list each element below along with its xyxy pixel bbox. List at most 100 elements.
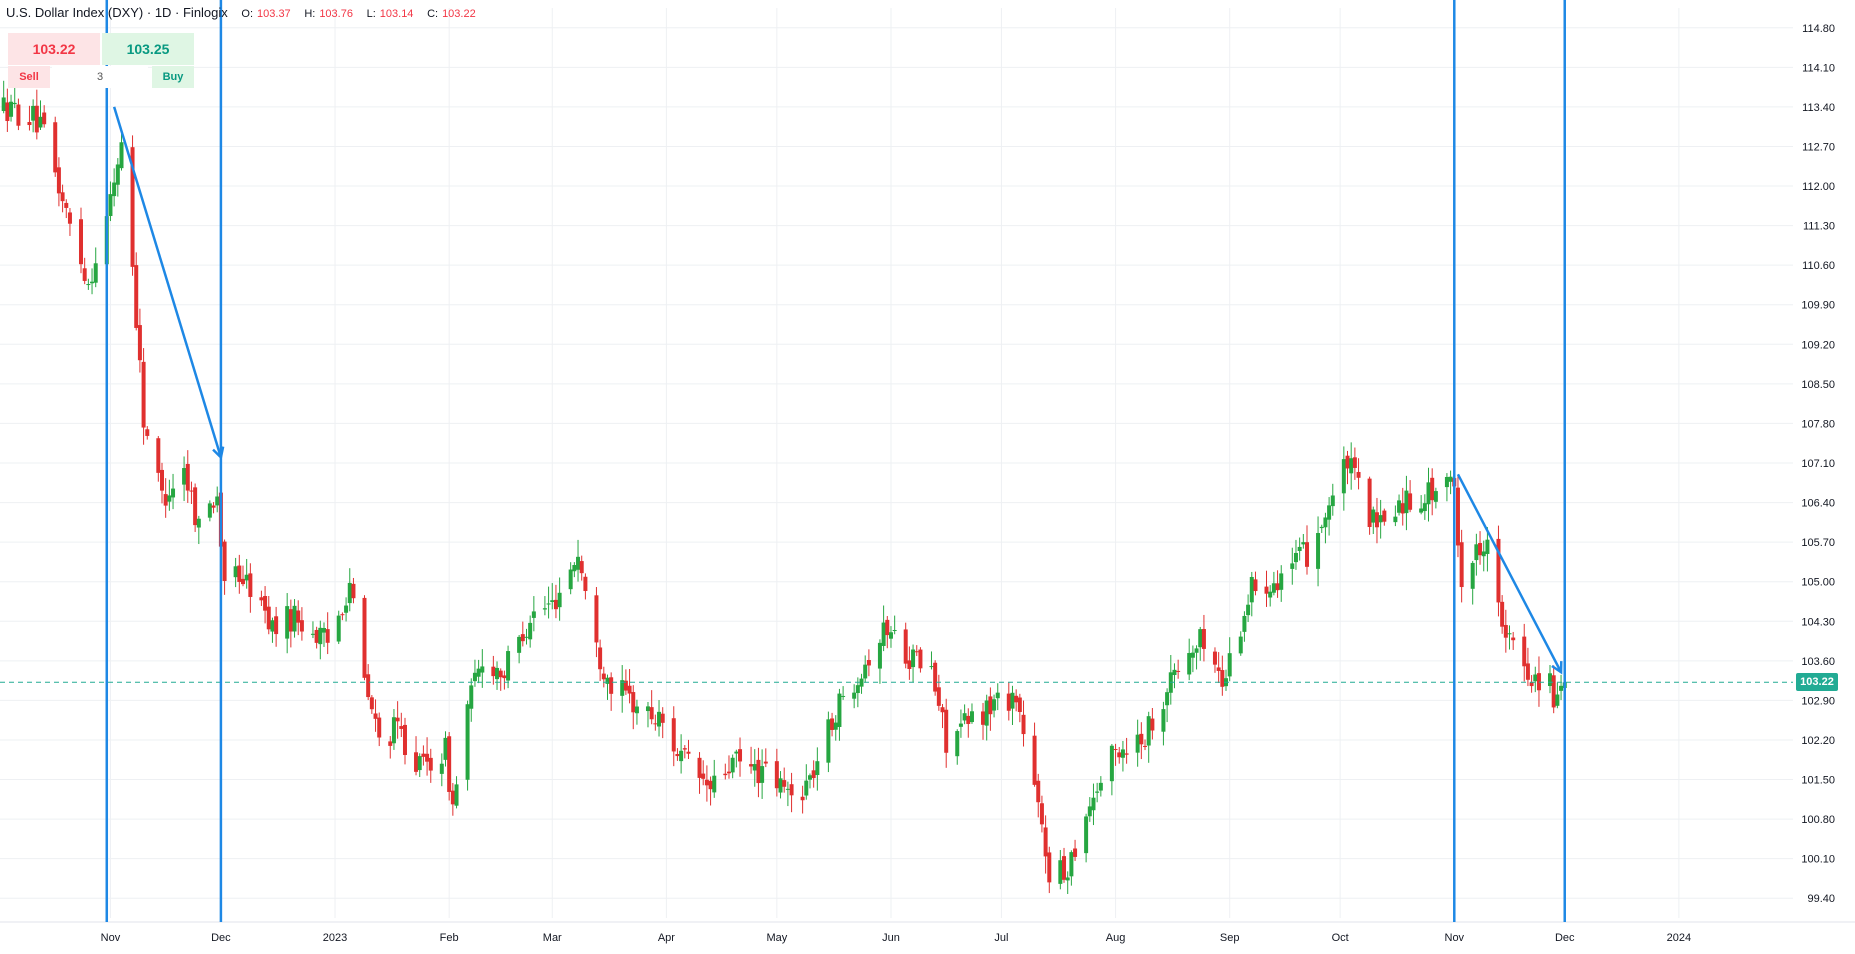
candle-body bbox=[1143, 745, 1148, 747]
candle-body bbox=[1327, 505, 1332, 520]
candle-body bbox=[447, 736, 452, 792]
candle-body bbox=[1198, 629, 1203, 648]
candle-body bbox=[1448, 476, 1453, 482]
sell-price-button[interactable]: 103.22 bbox=[8, 33, 100, 65]
candle-body bbox=[171, 488, 176, 498]
candle-body bbox=[480, 666, 485, 673]
candle-body bbox=[1485, 539, 1490, 554]
candle-body bbox=[1279, 573, 1284, 590]
candle-body bbox=[1176, 670, 1181, 672]
price-tick-label: 107.80 bbox=[1801, 418, 1835, 430]
candle-body bbox=[34, 105, 39, 133]
candle-body bbox=[1117, 752, 1122, 758]
candle-body bbox=[1433, 491, 1438, 502]
candle-body bbox=[1120, 749, 1125, 758]
candle-body bbox=[1021, 714, 1026, 735]
candle-body bbox=[903, 629, 908, 664]
high-label: H: bbox=[304, 8, 316, 20]
candle-body bbox=[1036, 780, 1041, 803]
buy-button[interactable]: Buy bbox=[152, 66, 194, 88]
candle-body bbox=[885, 619, 890, 636]
candle-body bbox=[38, 116, 43, 128]
sell-button[interactable]: Sell bbox=[8, 66, 50, 88]
candle-body bbox=[1511, 637, 1516, 641]
candle-body bbox=[1010, 692, 1015, 709]
candle-body bbox=[60, 192, 65, 202]
candle-body bbox=[1290, 563, 1295, 569]
price-tick-label: 106.40 bbox=[1801, 498, 1835, 510]
candle-body bbox=[189, 490, 194, 492]
candle-body bbox=[774, 761, 779, 789]
candle-body bbox=[1430, 477, 1435, 501]
candle-body bbox=[645, 706, 650, 712]
time-tick-label: Nov bbox=[101, 932, 121, 944]
candle-body bbox=[1356, 471, 1361, 478]
candle-body bbox=[804, 780, 809, 796]
symbol-title: U.S. Dollar Index (DXY) · 1D · Finlogix bbox=[6, 5, 228, 20]
candle-body bbox=[93, 263, 98, 283]
candle-body bbox=[1039, 803, 1044, 825]
candle-body bbox=[439, 763, 444, 774]
candle-body bbox=[347, 582, 352, 604]
price-tick-label: 112.70 bbox=[1802, 141, 1835, 153]
candle-body bbox=[388, 741, 393, 746]
time-tick-label: Feb bbox=[440, 932, 459, 944]
candle-body bbox=[1352, 457, 1357, 468]
quantity-input[interactable]: 3 bbox=[52, 66, 148, 88]
candle-body bbox=[78, 219, 83, 265]
candle-body bbox=[414, 752, 419, 772]
candle-body bbox=[1419, 508, 1424, 513]
low-label: L: bbox=[366, 8, 376, 20]
candle-body bbox=[1330, 495, 1335, 507]
close-value: 103.22 bbox=[442, 8, 476, 20]
candle-body bbox=[196, 518, 201, 528]
candle-body bbox=[182, 468, 187, 485]
candle-body bbox=[969, 711, 974, 723]
candle-body bbox=[325, 629, 330, 643]
candle-body bbox=[958, 723, 963, 727]
candle-body bbox=[944, 709, 949, 753]
candle-body bbox=[373, 713, 378, 719]
candle-body bbox=[1275, 583, 1280, 591]
candle-body bbox=[193, 487, 198, 526]
candle-body bbox=[1084, 816, 1089, 854]
time-tick-label: Jun bbox=[882, 932, 900, 944]
candle-body bbox=[807, 775, 812, 780]
annotation-arrow-line bbox=[1456, 473, 1563, 673]
buy-price-button[interactable]: 103.25 bbox=[102, 33, 194, 65]
candle-body bbox=[734, 751, 739, 754]
candle-body bbox=[399, 726, 404, 729]
candle-body bbox=[601, 673, 606, 680]
candle-body bbox=[984, 700, 989, 726]
candle-body bbox=[167, 495, 172, 502]
time-tick-label: May bbox=[766, 932, 787, 944]
candle-body bbox=[1293, 552, 1298, 563]
price-tick-label: 111.30 bbox=[1803, 221, 1835, 233]
candle-body bbox=[701, 773, 706, 779]
candle-body bbox=[627, 685, 632, 694]
candle-body bbox=[1470, 562, 1475, 589]
candle-body bbox=[1135, 734, 1140, 753]
candle-body bbox=[207, 503, 212, 518]
candle-body bbox=[524, 636, 529, 638]
candle-body bbox=[528, 622, 533, 640]
candle-body bbox=[929, 666, 934, 668]
time-tick-label: Dec bbox=[211, 932, 231, 944]
candle-body bbox=[145, 429, 150, 436]
annotation-arrow-head bbox=[212, 446, 225, 460]
price-tick-label: 114.10 bbox=[1802, 62, 1835, 74]
candle-body bbox=[31, 105, 36, 121]
candle-body bbox=[815, 761, 820, 776]
candle-body bbox=[1165, 692, 1170, 706]
candle-body bbox=[782, 780, 787, 787]
candle-body bbox=[222, 541, 227, 581]
candle-body bbox=[476, 668, 481, 677]
candle-body bbox=[1529, 682, 1534, 687]
candle-body bbox=[1109, 745, 1114, 782]
candle-body bbox=[1242, 615, 1247, 632]
price-tick-label: 100.10 bbox=[1801, 854, 1835, 866]
last-price-label: 103.22 bbox=[1796, 673, 1838, 692]
candle-body bbox=[90, 281, 95, 284]
candle-body bbox=[498, 670, 503, 678]
